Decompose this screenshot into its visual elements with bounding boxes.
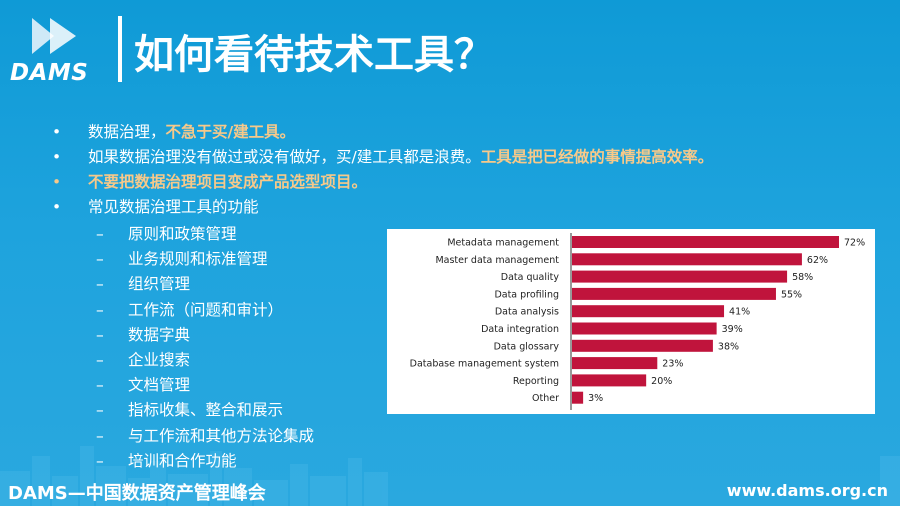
bullet-marker: • xyxy=(52,123,62,141)
bar-chart-svg: Metadata management 72% Master data manage… xyxy=(410,233,865,410)
title-divider xyxy=(118,16,122,82)
bullet-highlight-text: 不要把数据治理项目变成产品选型项目。 xyxy=(88,173,368,191)
logo-text: DAMS xyxy=(10,60,89,86)
chart-value-label: 62% xyxy=(807,255,828,266)
bullet-item: • 常见数据治理工具的功能 xyxy=(52,195,852,220)
chart-category-label: Data analysis xyxy=(495,307,559,318)
chart-category-label: Database management system xyxy=(410,359,559,370)
chart-bar xyxy=(572,253,802,266)
chart-bar xyxy=(572,287,776,300)
dash-marker: – xyxy=(96,325,104,344)
dash-marker: – xyxy=(96,376,104,395)
sub-item-text: 业务规则和标准管理 xyxy=(128,250,268,269)
bullet-text: 常见数据治理工具的功能 xyxy=(88,195,259,220)
bullet-item: • 不要把数据治理项目变成产品选型项目。 xyxy=(52,170,852,195)
sub-item-text: 企业搜索 xyxy=(128,350,191,369)
bar-chart: Metadata management 72% Master data manage… xyxy=(387,229,875,414)
sub-item-text: 文档管理 xyxy=(128,376,191,395)
dash-marker: – xyxy=(96,300,104,319)
double-play-arrows-icon xyxy=(32,18,76,54)
bullet-marker: • xyxy=(52,148,62,166)
chart-value-label: 20% xyxy=(651,376,672,387)
bullet-plain-text: 常见数据治理工具的功能 xyxy=(88,198,259,216)
page-title: 如何看待技术工具？ xyxy=(134,32,494,78)
chart-category-label: Data quality xyxy=(501,272,560,283)
chart-bar xyxy=(572,374,647,387)
footer-website-link[interactable]: www.dams.org.cn xyxy=(726,481,888,500)
footer-summit-name: DAMS—中国数据资产管理峰会 xyxy=(8,483,266,504)
dash-marker: – xyxy=(96,275,104,294)
chart-value-label: 38% xyxy=(718,341,739,352)
city-skyline-decoration xyxy=(0,446,900,506)
chart-bar xyxy=(572,322,717,335)
sub-item-text: 数据字典 xyxy=(128,325,191,344)
chart-category-label: Metadata management xyxy=(447,238,559,249)
bullet-list: • 数据治理，不急于买/建工具。 • 如果数据治理没有做过或没有做好，买/建工具都是浪… xyxy=(52,120,852,220)
dash-marker: – xyxy=(96,426,104,445)
chart-value-label: 55% xyxy=(781,289,802,300)
dams-logo: DAMS xyxy=(10,14,100,86)
chart-category-label: Other xyxy=(532,393,559,404)
dash-marker: – xyxy=(96,401,104,420)
sub-item-text: 工作流（问题和审计） xyxy=(128,300,284,319)
sub-item-text: 指标收集、整合和展示 xyxy=(128,401,284,420)
bullet-plain-text: 数据治理， xyxy=(88,123,166,141)
chart-bar xyxy=(572,357,658,370)
dash-marker: – xyxy=(96,225,104,243)
dash-marker: – xyxy=(96,350,104,369)
sub-item-text: 培训和合作功能 xyxy=(128,451,237,470)
chart-bar xyxy=(572,270,788,283)
chart-bar xyxy=(572,236,839,248)
chart-value-label: 58% xyxy=(792,272,813,283)
dash-marker: – xyxy=(96,451,104,470)
chart-bar xyxy=(572,391,584,404)
sub-item-text: 组织管理 xyxy=(128,275,191,294)
bullet-marker: • xyxy=(52,198,62,216)
chart-bar xyxy=(572,305,725,318)
bullet-item: • 如果数据治理没有做过或没有做好，买/建工具都是浪费。工具是把已经做的事情提高效… xyxy=(52,145,852,170)
bullet-item: • 数据治理，不急于买/建工具。 xyxy=(52,120,852,145)
bullet-plain-text: 如果数据治理没有做过或没有做好，买/建工具都是浪费。 xyxy=(88,148,481,166)
sub-item-text: 与工作流和其他方法论集成 xyxy=(128,426,315,445)
chart-value-label: 3% xyxy=(588,393,603,404)
dash-marker: – xyxy=(96,250,104,269)
chart-value-label: 41% xyxy=(729,307,750,318)
chart-category-label: Reporting xyxy=(513,376,559,387)
chart-category-label: Data glossary xyxy=(494,341,560,352)
chart-category-label: Data profiling xyxy=(494,289,559,300)
chart-category-label: Master data management xyxy=(435,255,559,266)
chart-bar xyxy=(572,339,713,352)
chart-value-label: 23% xyxy=(662,359,683,370)
bullet-text: 如果数据治理没有做过或没有做好，买/建工具都是浪费。工具是把已经做的事情提高效率… xyxy=(88,145,713,170)
bullet-text: 不要把数据治理项目变成产品选型项目。 xyxy=(88,170,367,195)
chart-category-label: Data integration xyxy=(481,324,559,335)
bullet-text: 数据治理，不急于买/建工具。 xyxy=(88,120,295,145)
bullet-highlight-text: 不急于买/建工具。 xyxy=(165,123,296,141)
bullet-highlight-text: 工具是把已经做的事情提高效率。 xyxy=(480,148,714,166)
bullet-marker: • xyxy=(52,173,62,191)
sub-item-text: 原则和政策管理 xyxy=(128,225,237,243)
chart-value-label: 72% xyxy=(844,238,865,249)
chart-value-label: 39% xyxy=(722,324,743,335)
